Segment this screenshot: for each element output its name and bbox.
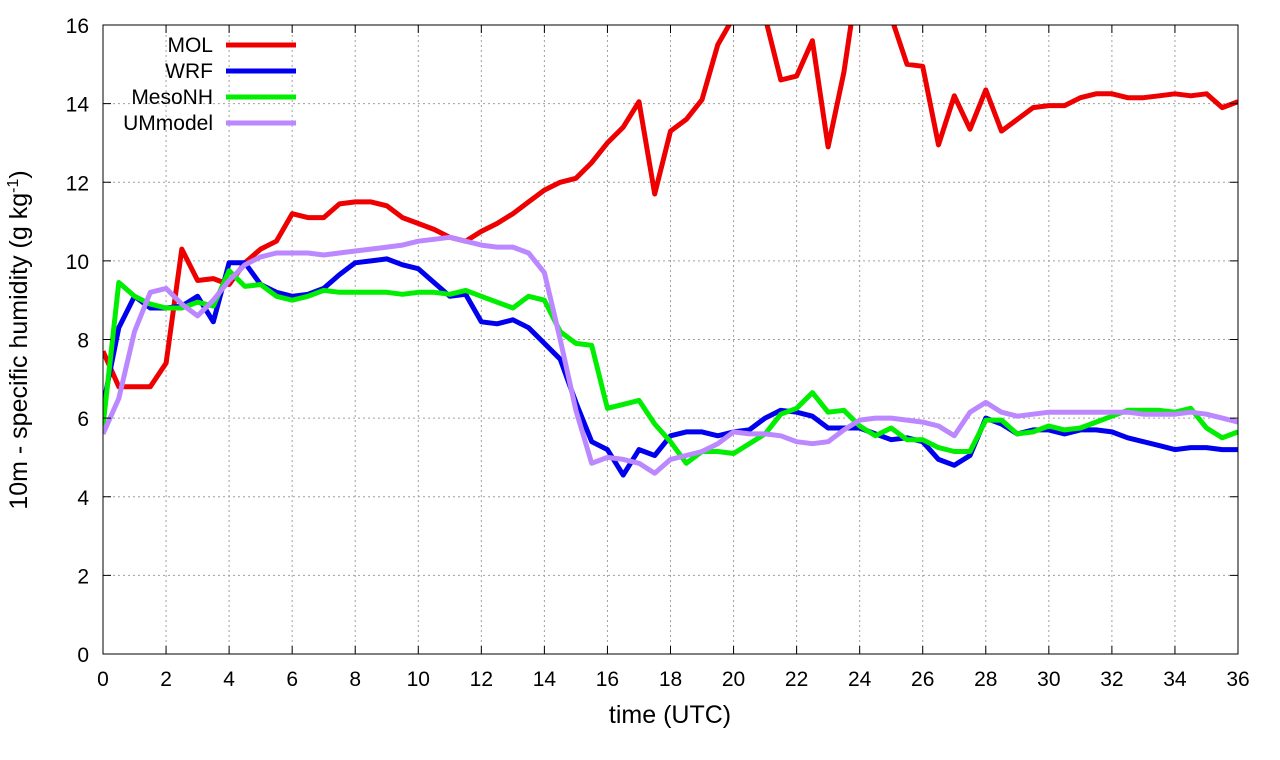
x-tick-label: 12 [470,668,493,691]
y-tick-label: 10 [66,251,89,274]
x-tick-label: 18 [659,668,682,691]
y-tick-label: 2 [77,565,89,588]
x-tick-label: 4 [223,668,235,691]
x-tick-label: 34 [1163,668,1187,691]
legend-item-ummodel: UMmodel [123,112,296,135]
y-axis-tick-labels: 0 2 4 6 8 10 12 14 16 [66,15,90,667]
series-line-mol [103,25,1238,390]
y-tick-label: 4 [77,487,89,510]
x-axis-title: time (UTC) [609,701,731,729]
legend-label: MesoNH [131,86,213,109]
y-tick-label: 12 [66,172,89,195]
x-tick-label: 6 [286,668,298,691]
x-tick-label: 28 [974,668,997,691]
y-axis-title: 10m - specific humidity (g kg-1) [5,170,33,509]
y-tick-label: 6 [77,408,89,431]
y-tick-label: 14 [66,94,90,117]
x-tick-label: 20 [722,668,745,691]
legend-item-wrf: WRF [165,60,296,83]
x-tick-label: 30 [1037,668,1060,691]
y-tick-label: 16 [66,15,89,38]
y-tick-label: 0 [77,644,89,667]
y-tick-label: 8 [77,330,89,353]
legend-item-mesonh: MesoNH [131,86,296,109]
series-line-wrf [103,256,1238,478]
x-tick-label: 2 [160,668,172,691]
legend-label: WRF [165,60,213,83]
x-tick-label: 10 [407,668,430,691]
legend-item-mol: MOL [167,34,296,57]
plot-area [103,25,1238,478]
x-tick-label: 26 [911,668,934,691]
x-tick-label: 8 [349,668,361,691]
x-tick-label: 24 [848,668,872,691]
x-tick-label: 0 [97,668,109,691]
axis-ticks [102,24,1239,655]
x-tick-label: 36 [1226,668,1249,691]
x-tick-label: 32 [1100,668,1123,691]
grid-lines [103,25,1238,654]
series-line-mesonh [103,268,1238,466]
x-tick-label: 22 [785,668,808,691]
series-line-ummodel [103,234,1238,476]
x-tick-label: 16 [596,668,619,691]
x-tick-label: 14 [533,668,557,691]
x-axis-tick-labels: 0 2 4 6 8 10 12 14 16 18 20 22 24 26 28 30 32 34 36 [97,668,1250,691]
legend-label: UMmodel [123,112,213,135]
legend: MOL WRF MesoNH UMmodel [123,34,296,135]
legend-label: MOL [167,34,213,57]
